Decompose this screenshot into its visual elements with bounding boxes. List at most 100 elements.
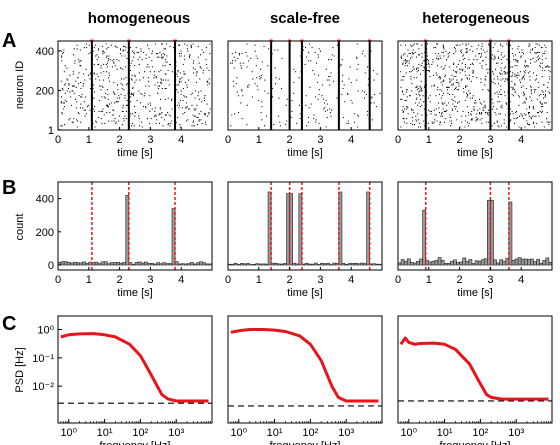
- plot-frame: [57, 315, 213, 424]
- x-axis-label: time [s]: [117, 287, 152, 299]
- x-tick-label: 4: [178, 274, 184, 286]
- histogram-bar: [82, 261, 87, 266]
- x-tick-label: 10¹: [267, 427, 283, 439]
- histogram-bar: [523, 258, 528, 266]
- x-tick-label: 4: [518, 134, 524, 146]
- histogram-bar: [106, 263, 111, 266]
- histogram-bar: [233, 262, 238, 266]
- x-tick-label: 2: [287, 274, 293, 286]
- x-tick-label: 3: [147, 134, 153, 146]
- histogram-bar: [116, 262, 120, 266]
- psd-panel-1: 10⁰ 10¹ 10² 10³frequency [Hz] 10⁻² 10⁻¹ 10⁰: [32, 315, 213, 445]
- y-tick-label: 0: [48, 260, 54, 272]
- histogram-bar: [156, 262, 160, 266]
- histogram-bar: [304, 262, 309, 266]
- y-tick-label: 10⁻¹: [32, 353, 54, 365]
- histogram-bar: [326, 263, 330, 266]
- x-tick-label: 10²: [302, 427, 318, 439]
- histogram-bar: [283, 263, 287, 266]
- histogram-panel-3: 0 1 2 3 4 time [s]: [395, 181, 553, 299]
- x-tick-label: 10⁰: [60, 427, 77, 439]
- histogram-bar: [453, 259, 457, 266]
- histogram-bar: [416, 260, 420, 266]
- histogram-bar: [230, 263, 235, 266]
- histogram-bar: [100, 261, 105, 266]
- histogram-bar: [440, 260, 445, 266]
- histogram-bar: [193, 263, 197, 266]
- histogram-bar: [125, 194, 130, 266]
- histogram-bar: [353, 262, 358, 266]
- burst-asterisk: *: [300, 37, 305, 49]
- histogram-bar: [177, 263, 182, 266]
- psd-panel-3: 10⁰ 10¹ 10² 10³frequency [Hz]: [397, 315, 553, 445]
- histogram-bar: [276, 263, 281, 266]
- histogram-bar: [450, 261, 454, 266]
- histogram-bar: [264, 263, 269, 266]
- psd-curve: [399, 336, 549, 401]
- y-tick-label: 10⁻²: [32, 381, 54, 393]
- histogram-bar: [496, 262, 500, 266]
- histogram-bar: [465, 260, 470, 266]
- histogram-bar: [255, 263, 260, 266]
- plot-frame: [57, 181, 213, 271]
- burst-asterisk: *: [287, 37, 292, 49]
- histogram-bar: [196, 262, 200, 266]
- histogram-bar: [243, 263, 247, 266]
- x-tick-label: 0: [225, 134, 231, 146]
- y-axis-label-neuron-id: neuron ID: [14, 61, 26, 109]
- histogram-bar: [140, 262, 145, 266]
- histogram-bar: [119, 262, 123, 266]
- histogram-bar: [539, 262, 544, 266]
- histogram-bar: [434, 260, 439, 266]
- plot-frame: [227, 315, 383, 424]
- histogram-bar: [97, 263, 102, 266]
- y-axis-label-count: count: [14, 214, 26, 241]
- x-tick-label: 0: [225, 274, 231, 286]
- histogram-bar: [363, 263, 367, 266]
- histogram-bar: [493, 259, 497, 266]
- raster-panel-3: * * * 0 1 2 3 4 time [s]: [395, 37, 553, 159]
- histogram-bar: [137, 261, 142, 266]
- histogram-bar: [246, 263, 250, 266]
- histogram-bar: [443, 263, 448, 266]
- psd-curve: [60, 332, 209, 403]
- histogram-bar: [459, 261, 463, 266]
- histogram-bar: [113, 262, 117, 266]
- x-axis-label: time [s]: [117, 147, 152, 159]
- histogram-bar: [499, 259, 504, 266]
- histogram-bar: [400, 259, 405, 266]
- y-tick-label: 10⁰: [37, 325, 54, 337]
- x-tick-label: 3: [487, 134, 493, 146]
- histogram-bar: [70, 262, 74, 266]
- y-tick-label: 400: [36, 46, 54, 58]
- x-tick-label: 10²: [132, 427, 148, 439]
- histogram-bar: [530, 258, 534, 266]
- histogram-bar: [360, 262, 364, 266]
- x-axis-label: frequency [Hz]: [440, 440, 511, 445]
- histogram-bar: [341, 262, 346, 266]
- x-tick-label: 0: [55, 134, 61, 146]
- histogram-bar: [410, 262, 414, 266]
- histogram-bar: [536, 259, 540, 266]
- x-tick-label: 2: [457, 134, 463, 146]
- column-title-scale-free: scale-free: [270, 10, 340, 27]
- histogram-bar: [252, 264, 257, 266]
- histogram-bar: [143, 261, 148, 266]
- histogram-bar: [332, 262, 337, 266]
- histogram-bar: [307, 263, 312, 266]
- histogram-bar: [79, 262, 83, 266]
- x-tick-label: 0: [395, 134, 401, 146]
- x-tick-label: 3: [317, 134, 323, 146]
- x-axis-label: time [s]: [457, 147, 492, 159]
- histogram-bar: [261, 263, 266, 266]
- x-tick-label: 10¹: [97, 427, 113, 439]
- histogram-bar: [350, 263, 355, 266]
- histogram-bar: [159, 263, 164, 266]
- histogram-bar: [180, 263, 185, 266]
- spike-dots: [60, 43, 211, 128]
- histogram-bar: [406, 258, 411, 266]
- burst-asterisk: *: [173, 37, 178, 49]
- x-tick-label: 1: [256, 274, 262, 286]
- psd-panel-2: 10⁰ 10¹ 10² 10³frequency [Hz]: [227, 315, 383, 445]
